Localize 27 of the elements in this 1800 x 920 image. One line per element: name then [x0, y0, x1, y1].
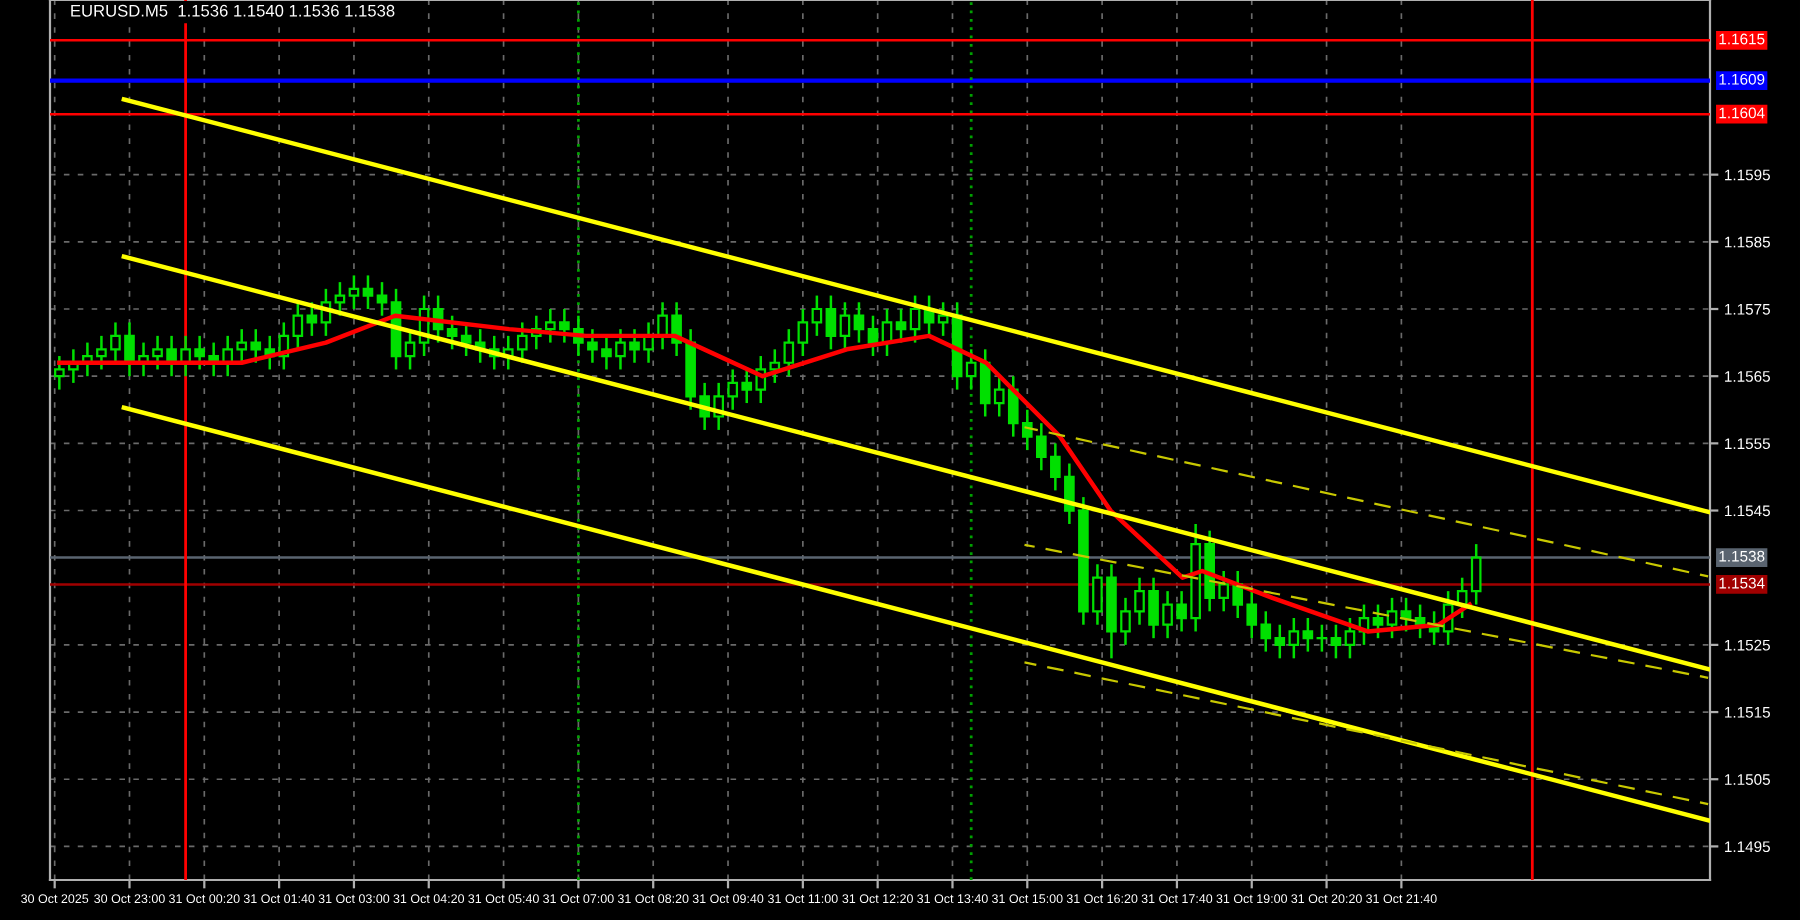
- candlestick: [797, 307, 809, 358]
- candlestick: [334, 280, 346, 317]
- candlestick: [292, 301, 304, 351]
- candlestick: [1288, 616, 1300, 660]
- candlestick: [867, 314, 879, 358]
- candlestick: [306, 301, 318, 338]
- line-series: [57, 313, 1472, 634]
- candlestick: [1372, 603, 1384, 640]
- candlestick: [1386, 596, 1398, 640]
- candlestick: [1330, 623, 1342, 660]
- candlestick: [1470, 542, 1482, 606]
- candlestick: [1302, 616, 1314, 653]
- candlestick: [1344, 616, 1356, 660]
- candlestick: [811, 294, 823, 338]
- candlestick: [825, 294, 837, 351]
- candlestick: [362, 274, 374, 311]
- candlestick: [404, 327, 416, 371]
- candlestick: [446, 314, 458, 351]
- candlestick: [1316, 623, 1328, 653]
- candlestick: [348, 274, 360, 311]
- candlestick: [909, 294, 921, 344]
- candlestick: [895, 307, 907, 344]
- candlestick: [853, 301, 865, 344]
- candlestick: [839, 301, 851, 351]
- candlestick: [937, 301, 949, 338]
- candlestick: [376, 280, 388, 317]
- chart-title: EURUSD.M5 1.1536 1.1540 1.1536 1.1538: [71, 4, 395, 17]
